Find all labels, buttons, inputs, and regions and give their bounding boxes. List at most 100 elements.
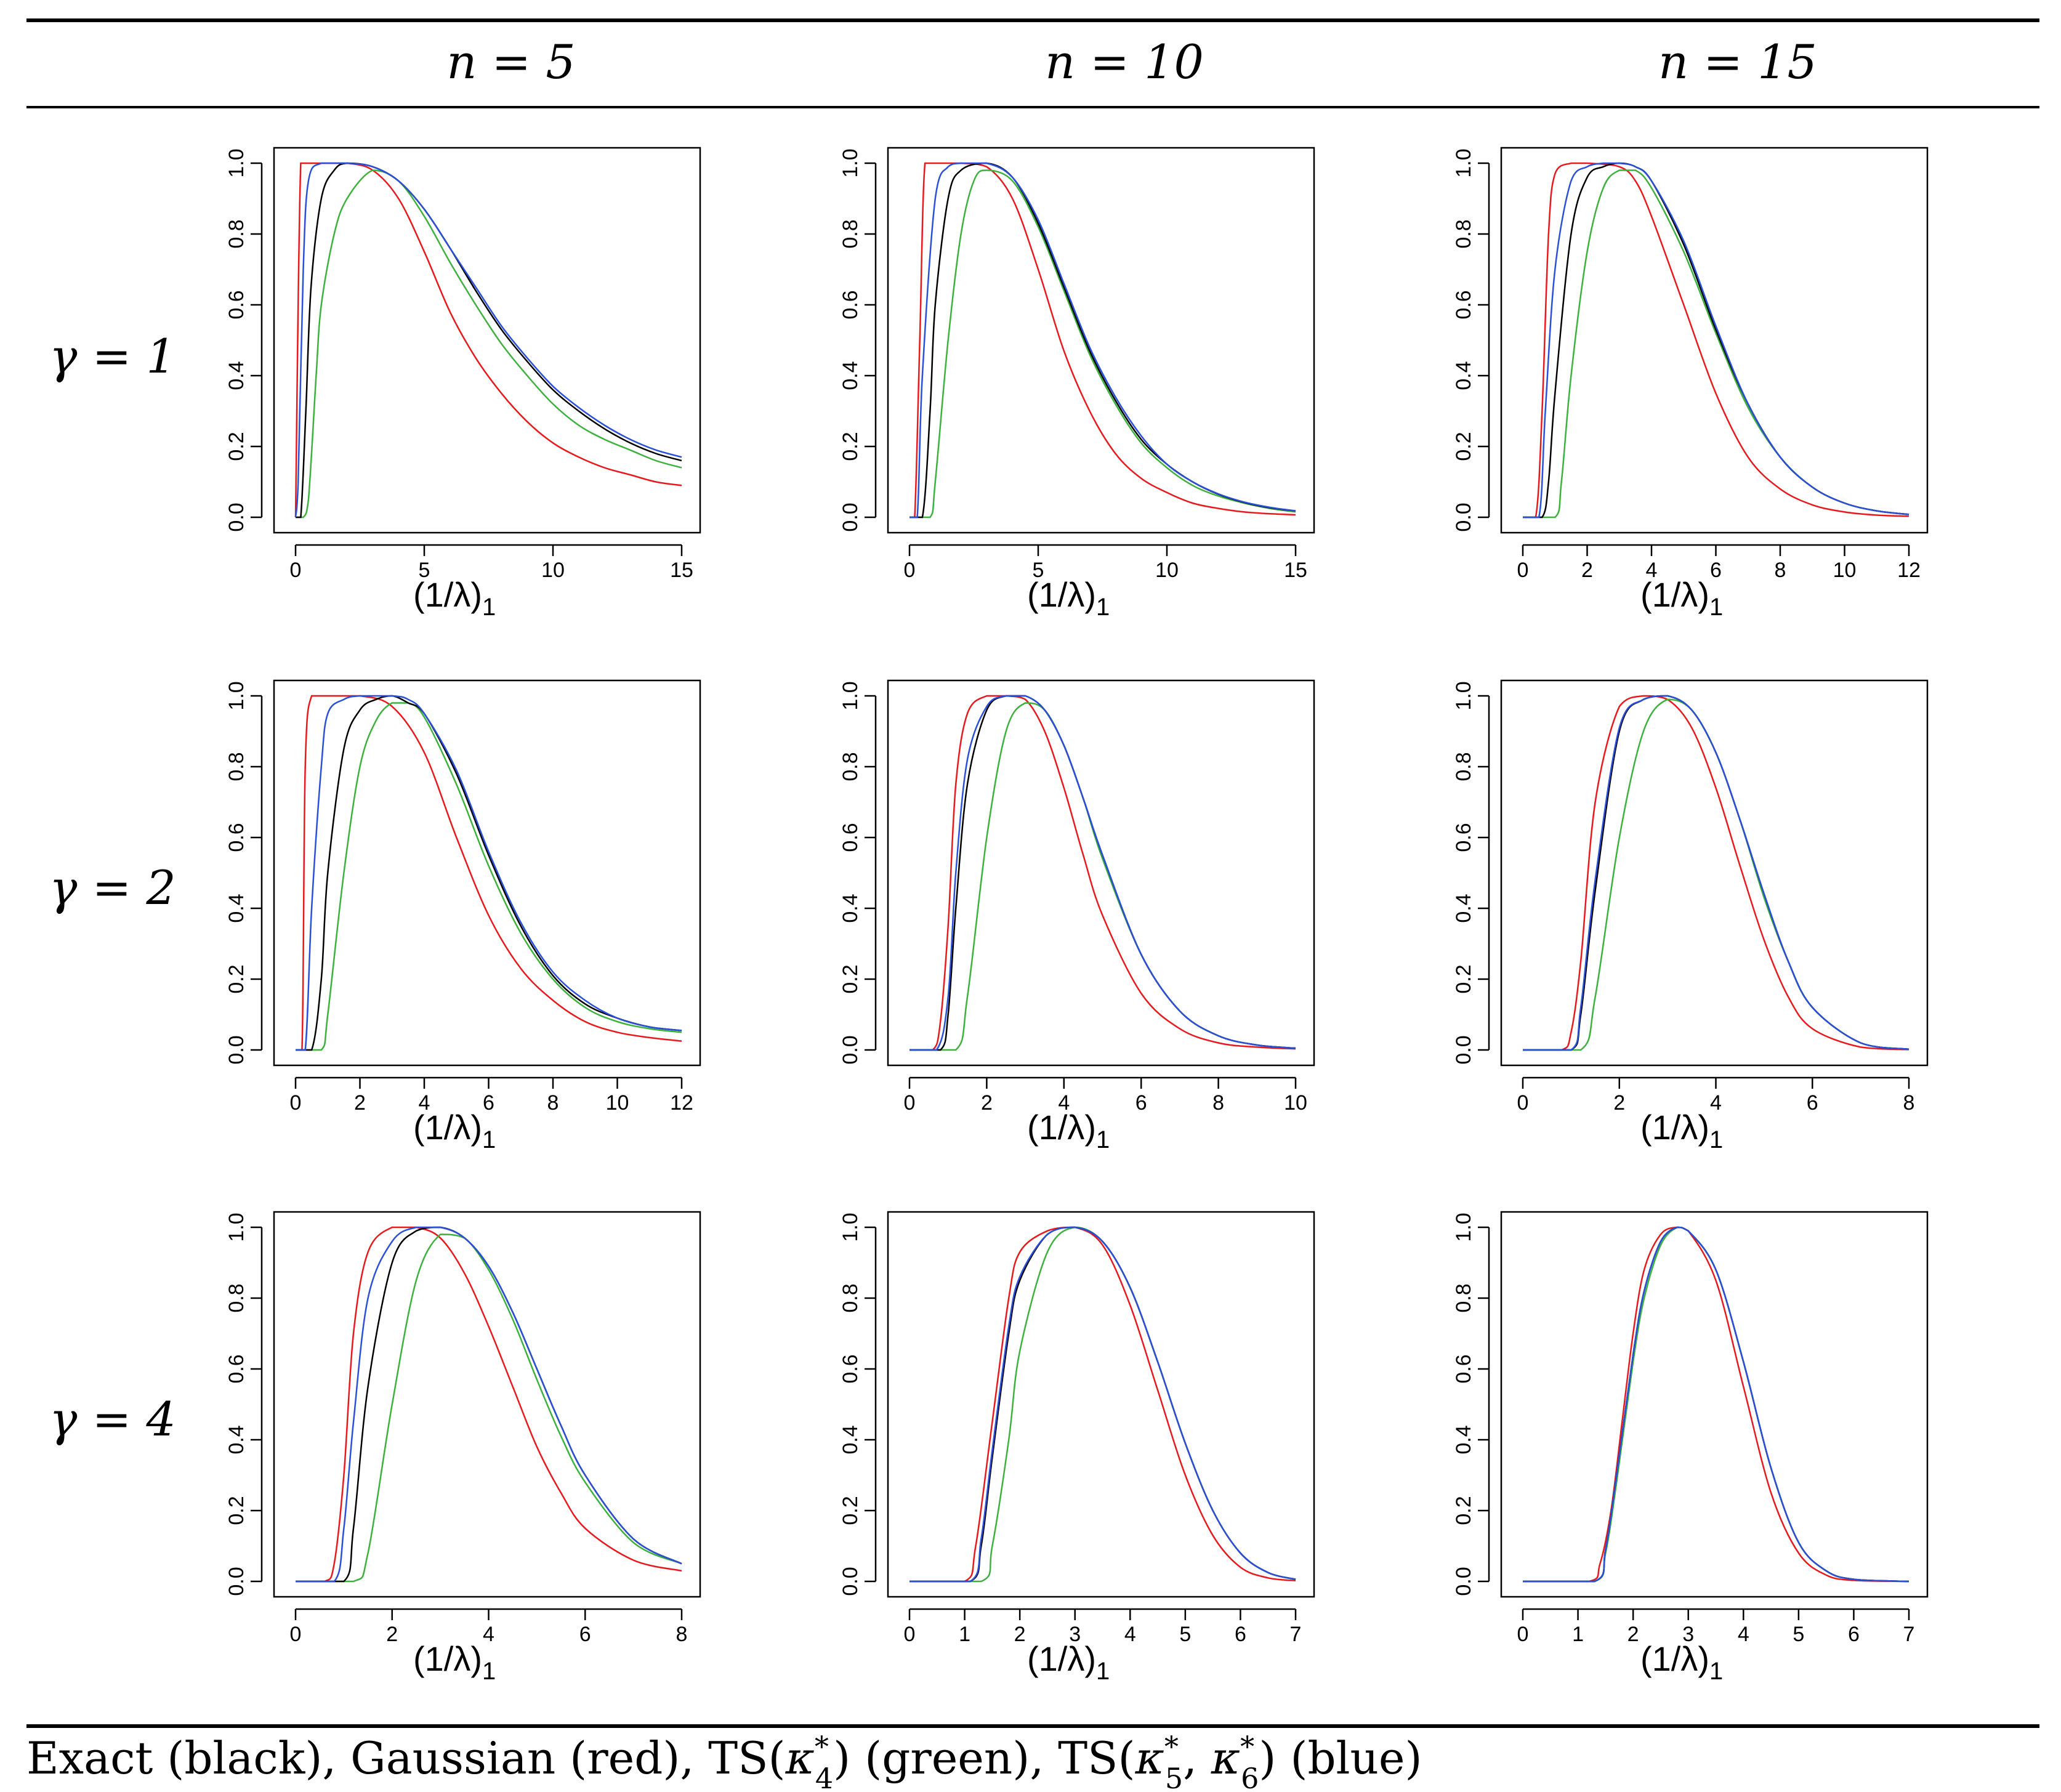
chart-grid: 0.00.20.40.60.81.00 5 10 15(1/λ)10.00.20.40… [225,147,1929,1685]
panel-r3-c1-x-tick-label: 2 [386,1623,398,1646]
caption-kappa5: κ [1135,1732,1164,1784]
panel-r1-c1-y-tick-label: 0.8 [225,219,248,248]
panel-r3-c2-series-ts-4 [910,1226,1296,1583]
panel-r3-c2-x-tick-label: 0 [904,1623,916,1646]
panel-r2-c3-series-exact [1522,695,1910,1051]
column-header-n10: n = 10 [1045,34,1204,89]
panel-r1-c3-series-ts-4 [1522,169,1910,519]
panel-r3-c3-y-tick-label: 0.2 [1452,1496,1475,1525]
panel-r3-c1-x-label: (1/λ)1 [413,1639,496,1685]
panel-r1-c3-series-exact [1522,162,1910,519]
panel-r1-c1-frame [273,147,701,534]
panel-r1-c1: 0.0 0.2 0.4 0.6 0.8 1.0 0 5 10 15 (1/λ)1 [225,147,701,621]
panel-r1-c3-x-tick-label: 8 [1775,559,1786,582]
panel-r3-c3-series-gaussian [1523,1226,1910,1583]
panel-r1-c2-x-tick-label: 10 [1155,559,1179,582]
panel-r1-c2: 0.0 0.2 0.4 0.6 0.8 1.0 0 5 10 15 (1/λ)1 [839,147,1315,621]
panel-r1-c3: 0.0 0.2 0.4 0.6 0.8 1.0 0 2 4 6 8 10 12 (1/λ)1 [1452,147,1929,621]
column-header-n15: n = 15 [1658,34,1817,89]
panel-r3-c3-series-ts-5-6 [1523,1226,1910,1583]
panel-r3-c2-x-label: (1/λ)1 [1027,1639,1110,1685]
panel-r3-c1-y-tick-label: 0.2 [225,1496,248,1525]
panel-r1-c3-frame [1500,147,1929,534]
panel-r3-c1: 0.0 0.2 0.4 0.6 0.8 1.0 0 2 4 6 8 (1/λ)1 [225,1211,701,1685]
panel-r3-c3-x-tick-label: 7 [1903,1623,1915,1646]
caption-mid: ) (green), TS( [833,1732,1135,1784]
panel-r1-c3-y-tick-label: 0.0 [1452,502,1475,531]
panel-r3-c3-x-tick-label: 4 [1738,1623,1749,1646]
panel-r2-c3-x-label-sub: 1 [1709,1126,1723,1153]
panel-r2-c2: 0.0 0.2 0.4 0.6 0.8 1.0 0 2 4 6 8 10 (1/λ)1 [839,679,1315,1153]
caption-comma: , [1183,1732,1211,1784]
panel-r2-c3-y-tick-label: 0.2 [1452,964,1475,993]
panel-r1-c2-x-tick-label: 15 [1284,559,1307,582]
panel-r2-c3-x-tick-label: 2 [1613,1091,1625,1115]
panel-r3-c2-x-label-sub: 1 [1096,1658,1110,1685]
panel-r1-c1-x-label-sub: 1 [482,594,496,621]
panel-r2-c2-x-tick-label: 6 [1135,1091,1147,1115]
panel-r3-c2-x-tick-label: 2 [1014,1623,1026,1646]
panel-r2-c2-y-tick-label: 0.6 [839,823,862,852]
panel-r2-c3-x-tick-label: 8 [1903,1091,1915,1115]
caption-kappa5-sup: * [1164,1730,1179,1763]
panel-r1-c1-series-ts-5-6 [294,162,682,518]
panel-r2-c1-x-tick-label: 8 [547,1091,559,1115]
panel-r2-c3-x-tick-label: 0 [1517,1091,1529,1115]
panel-r1-c1-x-label-main: (1/λ) [413,575,482,614]
panel-r3-c1-y-tick-label: 1.0 [225,1213,248,1241]
panel-r2-c2-x-label-sub: 1 [1096,1126,1110,1153]
panel-r2-c3-y-tick-label: 0.0 [1452,1035,1475,1064]
panel-r2-c2-series-ts-4 [909,702,1296,1051]
panel-r2-c1-y-tick-label: 0.4 [225,894,248,922]
panel-r3-c3-y-tick-label: 1.0 [1452,1213,1475,1241]
panel-r2-c1-y-tick-label: 0.2 [225,964,248,993]
panel-r3-c2-x-label-main: (1/λ) [1027,1639,1096,1678]
panel-r1-c3-x-label-main: (1/λ) [1640,575,1709,614]
panel-r1-c3-x-tick-label: 0 [1517,559,1529,582]
panel-r1-c3-y-tick-label: 1.0 [1452,148,1475,177]
panel-r3-c1-x-label-main: (1/λ) [413,1639,482,1678]
panel-r3-c2-x-tick-label: 6 [1235,1623,1246,1646]
panel-r3-c1-y-tick-label: 0.4 [225,1425,248,1454]
panel-r2-c2-x-label-main: (1/λ) [1027,1108,1096,1147]
panel-r1-c1-y-tick-label: 0.6 [225,290,248,319]
panel-r3-c3-y-tick-label: 0.6 [1452,1354,1475,1383]
panel-r3-c3-x-tick-label: 3 [1682,1623,1694,1646]
panel-r2-c1-x-tick-label: 12 [670,1091,693,1115]
panel-r2-c3-y-tick-label: 0.6 [1452,823,1475,852]
panel-r1-c1-x-tick-label: 0 [290,559,302,582]
panel-r2-c1-x-tick-label: 10 [606,1091,629,1115]
panel-r1-c1-x-tick-label: 5 [419,559,430,582]
panel-r1-c3-x-tick-label: 4 [1646,559,1658,582]
panel-r1-c2-x-label: (1/λ)1 [1027,575,1110,621]
panel-r3-c2-y-tick-label: 0.0 [839,1567,862,1596]
panel-r3-c3-y-tick-label: 0.0 [1452,1567,1475,1596]
panel-r2-c3-x-tick-label: 4 [1710,1091,1722,1115]
panel-r3-c1-series-ts-5-6 [296,1226,682,1583]
panel-r1-c2-series-ts-4 [909,169,1296,519]
panel-r3-c3-x-tick-label: 1 [1572,1623,1584,1646]
panel-r2-c3-frame [1500,679,1929,1067]
panel-r3-c2-y-tick-label: 0.2 [839,1496,862,1525]
panel-r2-c3-x-label: (1/λ)1 [1640,1108,1723,1153]
panel-r2-c1: 0.0 0.2 0.4 0.6 0.8 1.0 0 2 4 6 8 10 12 (1/λ)1 [225,679,701,1153]
panel-r2-c3-y-tick-label: 1.0 [1452,681,1475,710]
panel-r3-c3-y-tick-label: 0.8 [1452,1283,1475,1312]
panel-r3-c2-series-ts-5-6 [910,1226,1296,1583]
panel-r3-c1-x-tick-label: 8 [676,1623,688,1646]
caption-kappa6-sup: * [1240,1730,1254,1763]
panel-r3-c1-y-tick-label: 0.6 [225,1354,248,1383]
panel-r2-c1-series-ts-4 [295,702,682,1051]
panel-r1-c1-y-tick-label: 1.0 [225,148,248,177]
column-header-n5: n = 5 [446,34,575,89]
panel-r1-c2-x-label-main: (1/λ) [1027,575,1096,614]
panel-r3-c1-x-tick-label: 0 [290,1623,302,1646]
panel-r1-c2-series-ts-5-6 [909,162,1296,519]
panel-r3-c2-y-tick-label: 0.4 [839,1425,862,1454]
panel-r3-c1-series-gaussian [296,1226,682,1583]
panel-r1-c2-x-label-sub: 1 [1096,594,1110,621]
panel-r2-c3-series-ts-5-6 [1522,695,1910,1051]
panel-r3-c1-x-tick-label: 4 [483,1623,494,1646]
panel-r2-c2-x-tick-label: 0 [904,1091,916,1115]
panel-r2-c2-y-tick-label: 0.2 [839,964,862,993]
